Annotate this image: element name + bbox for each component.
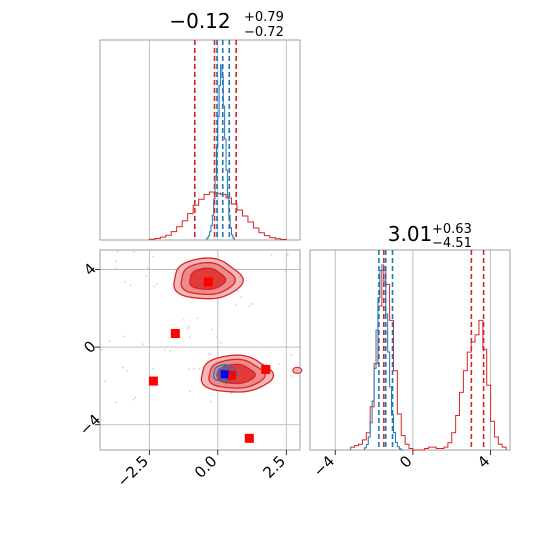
- red-marker: [261, 364, 271, 374]
- sample-dot: [208, 353, 211, 355]
- sample-dot: [115, 260, 117, 263]
- sample-dot: [152, 255, 155, 258]
- sample-dot: [198, 367, 201, 370]
- sample-dot: [250, 303, 253, 305]
- title-param-2-plus: +0.63: [432, 222, 472, 237]
- histogram-series: [148, 191, 287, 241]
- title-param-2-minus: −4.51: [432, 236, 472, 251]
- sample-dot: [236, 289, 239, 292]
- sample-dot: [116, 250, 119, 253]
- sample-dot: [129, 284, 132, 287]
- sample-dot: [145, 275, 147, 278]
- marginal-histogram-param-2: −4 0 4 3.01 +0.63 −4.51: [309, 222, 511, 480]
- faint-samples: [100, 250, 293, 403]
- sample-dot: [182, 318, 185, 321]
- marker-points: [148, 277, 271, 443]
- sample-dot: [169, 350, 172, 352]
- red-contour: [292, 366, 303, 374]
- sample-dot: [193, 367, 196, 370]
- sample-dot: [122, 366, 124, 369]
- sample-dot: [290, 375, 293, 377]
- sample-dot: [197, 317, 199, 320]
- sample-dot: [278, 363, 281, 366]
- histogram-series: [206, 64, 235, 240]
- sample-dot: [286, 253, 289, 256]
- sample-dot: [132, 398, 135, 401]
- x-tick-label: 4: [474, 452, 493, 471]
- sample-dot: [187, 325, 190, 328]
- sample-dot: [270, 254, 273, 256]
- x-tick-labels: −4 0 4: [310, 450, 493, 480]
- sample-dot: [123, 335, 126, 338]
- blue-marker: [220, 370, 229, 379]
- sample-dot: [155, 283, 158, 285]
- sample-dot: [248, 304, 251, 307]
- title-param-1-minus: −0.72: [244, 25, 284, 40]
- sample-dot: [284, 270, 287, 273]
- sample-dot: [146, 267, 149, 269]
- grid-lines: [100, 250, 300, 450]
- red-marker: [203, 277, 213, 287]
- quantile-lines: [378, 250, 485, 450]
- sample-dot: [230, 392, 233, 395]
- sample-dot: [211, 328, 213, 331]
- red-marker: [148, 376, 158, 386]
- sample-dot: [216, 340, 219, 343]
- red-marker: [170, 328, 180, 338]
- sample-dot: [290, 353, 292, 356]
- sample-dot: [163, 348, 166, 351]
- blue-contour: [212, 364, 238, 382]
- x-tick-label: −4: [310, 452, 338, 480]
- sample-dot: [126, 369, 129, 372]
- sample-dot: [124, 281, 126, 284]
- title-param-1-plus: +0.79: [244, 10, 284, 25]
- histograms: [148, 64, 287, 241]
- sample-dot: [153, 285, 155, 288]
- sample-dot: [216, 331, 219, 334]
- panel-frame: [309, 249, 511, 451]
- x-tick-label: 0.0: [191, 452, 221, 482]
- sample-dot: [142, 343, 144, 346]
- sample-dot: [103, 380, 106, 383]
- x-tick-labels: −2.5 0.0 2.5: [114, 450, 289, 491]
- x-tick-label: 0: [396, 452, 415, 471]
- sample-dot: [189, 390, 191, 393]
- sample-dot: [210, 400, 212, 403]
- title-param-2: 3.01: [388, 222, 433, 246]
- red-marker: [227, 370, 237, 380]
- sample-dot: [216, 335, 219, 338]
- sample-dot: [219, 342, 222, 344]
- sample-dot: [115, 401, 118, 403]
- sample-dot: [134, 396, 137, 399]
- quantile-lines: [193, 40, 237, 240]
- sample-dot: [151, 367, 154, 370]
- sample-dot: [189, 336, 192, 338]
- panel-frame: [99, 39, 301, 241]
- x-tick-label: −2.5: [114, 452, 152, 490]
- sample-dot: [188, 368, 191, 371]
- sample-dot: [235, 303, 238, 306]
- red-marker: [244, 433, 254, 443]
- sample-dot: [100, 348, 103, 351]
- sample-dot: [133, 251, 135, 254]
- sample-dot: [186, 327, 189, 330]
- marginal-histogram-param-1: −0.12 +0.79 −0.72: [99, 9, 301, 241]
- joint-contour-panel: −2.5 0.0 2.5 40−4: [76, 249, 303, 491]
- title-param-1: −0.12: [169, 9, 230, 33]
- sample-dot: [108, 340, 111, 343]
- sample-dot: [240, 296, 243, 298]
- x-tick-label: 2.5: [260, 452, 290, 482]
- histogram-series: [363, 264, 404, 451]
- sample-dot: [114, 267, 117, 270]
